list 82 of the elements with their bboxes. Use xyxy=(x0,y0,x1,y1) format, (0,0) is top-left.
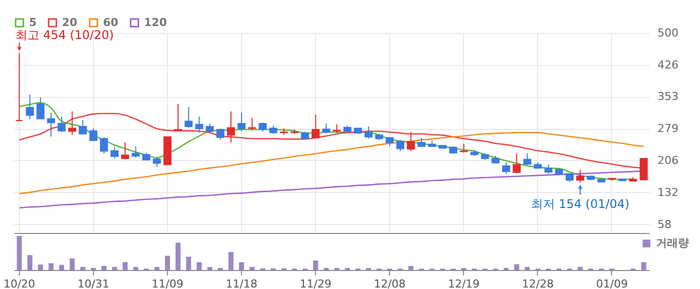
x-tick-label: 10/31 xyxy=(78,278,110,289)
bar xyxy=(112,266,118,270)
candlestick xyxy=(322,122,330,134)
bar xyxy=(80,266,86,270)
legend-label: 120 xyxy=(144,16,168,29)
line-series xyxy=(18,132,644,194)
annotation: 최저 154 (01/04) xyxy=(530,196,630,211)
x-tick-label: 11/29 xyxy=(300,278,332,289)
candlestick xyxy=(47,112,56,137)
candlestick xyxy=(68,110,76,136)
candlestick xyxy=(89,128,98,142)
bar xyxy=(313,260,318,270)
bar xyxy=(38,264,43,270)
y-tick-label: 206 xyxy=(658,154,678,167)
candlestick xyxy=(216,128,224,140)
candlestick xyxy=(576,169,584,184)
bar xyxy=(641,262,646,270)
bar xyxy=(250,266,255,270)
bar xyxy=(228,252,234,270)
legend-label: 60 xyxy=(103,16,119,29)
candlestick xyxy=(36,97,44,120)
candlestick xyxy=(396,139,404,152)
candlestick xyxy=(640,158,648,180)
x-tick-label: 10/20 xyxy=(3,278,36,289)
candlestick xyxy=(121,142,130,160)
candlestick xyxy=(364,126,373,140)
bar xyxy=(196,262,202,270)
bar xyxy=(27,255,32,270)
x-tick-label: 11/09 xyxy=(152,278,184,289)
candlestick xyxy=(100,136,108,154)
bar xyxy=(59,264,64,270)
y-tick-label: 500 xyxy=(658,26,678,40)
bar xyxy=(16,236,22,270)
candlestick xyxy=(206,122,214,134)
candlestick xyxy=(132,146,140,158)
candlestick xyxy=(174,103,182,132)
candlestick xyxy=(152,157,161,168)
candlestick xyxy=(238,112,246,132)
bar xyxy=(122,262,128,270)
y-tick-label: 426 xyxy=(658,58,678,72)
y-tick-label: 132 xyxy=(658,186,678,199)
bar xyxy=(101,266,106,270)
candlestick xyxy=(312,114,320,138)
candlestick xyxy=(78,120,87,134)
bar xyxy=(408,266,414,270)
bar xyxy=(186,256,192,270)
legend-label: 20 xyxy=(62,16,78,29)
bar xyxy=(48,263,54,270)
x-tick-label: 11/18 xyxy=(226,278,258,289)
candlestick xyxy=(195,116,204,134)
y-tick-label: 353 xyxy=(658,90,678,104)
bar xyxy=(154,266,160,270)
y-tick-label: 58 xyxy=(658,218,672,231)
x-tick-label: 01/09 xyxy=(596,278,628,289)
bar xyxy=(514,264,520,270)
bar xyxy=(164,256,170,270)
bar xyxy=(524,266,530,270)
candlestick xyxy=(512,152,521,174)
candlestick xyxy=(58,116,66,133)
legend-label: 5 xyxy=(29,16,37,29)
bar xyxy=(176,242,181,270)
x-tick-label: 12/08 xyxy=(374,278,406,289)
candlestick xyxy=(258,122,267,132)
bar xyxy=(133,266,138,270)
candlestick xyxy=(406,132,415,152)
bar xyxy=(578,266,583,270)
candlestick xyxy=(110,146,119,160)
line-series xyxy=(18,102,634,180)
candlestick xyxy=(26,94,34,120)
x-tick-label: 12/28 xyxy=(522,278,554,289)
candlestick xyxy=(226,110,235,144)
candlestick xyxy=(523,152,532,166)
bar xyxy=(70,258,75,270)
legend-label: 거래량 xyxy=(656,236,689,250)
annotation: 최고 454 (10/20) xyxy=(15,28,114,42)
bar xyxy=(207,266,212,270)
y-tick-label: 279 xyxy=(658,122,678,136)
candlestick xyxy=(184,106,193,128)
x-tick-label: 12/19 xyxy=(448,278,480,289)
bar xyxy=(239,262,244,270)
candlestick xyxy=(502,162,510,174)
candlestick xyxy=(544,164,552,174)
